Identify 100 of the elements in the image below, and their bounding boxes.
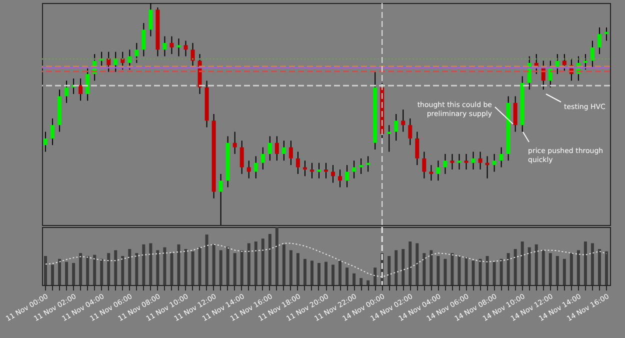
bar <box>79 253 82 285</box>
bar <box>254 242 258 285</box>
bar <box>352 273 356 285</box>
bar <box>366 280 370 285</box>
bar <box>590 243 594 285</box>
candlestick <box>64 80 69 104</box>
bar <box>198 247 202 285</box>
bar <box>478 258 482 285</box>
bar <box>317 262 320 285</box>
bar <box>135 253 138 285</box>
bar <box>506 253 510 285</box>
candlestick <box>50 118 55 146</box>
bar <box>598 249 601 285</box>
candlestick <box>254 156 258 179</box>
bar <box>324 262 328 285</box>
bar <box>486 256 489 285</box>
candlestick <box>260 146 265 170</box>
bar <box>500 258 503 285</box>
bar <box>458 256 461 285</box>
bar <box>542 250 545 285</box>
candlestick <box>597 26 602 55</box>
bar <box>121 256 124 285</box>
candlestick <box>401 109 406 132</box>
candlestick <box>345 164 350 188</box>
bar <box>184 249 188 285</box>
bar <box>128 249 132 285</box>
bar <box>212 244 216 285</box>
candlestick <box>499 146 504 168</box>
candlestick <box>106 51 111 72</box>
bar <box>534 244 538 285</box>
candlestick <box>359 158 364 174</box>
candlestick <box>282 140 286 162</box>
candlestick <box>268 136 272 162</box>
candlestick <box>394 114 398 142</box>
candlestick <box>457 153 462 170</box>
bar <box>310 260 314 285</box>
bar <box>296 253 300 285</box>
bar <box>100 258 104 285</box>
bar <box>65 262 68 285</box>
candlestick <box>218 173 223 226</box>
candlestick <box>134 42 139 64</box>
bar <box>275 227 278 285</box>
candlestick <box>562 54 566 72</box>
bar <box>408 242 412 285</box>
bar <box>464 257 468 285</box>
candlestick <box>590 40 594 68</box>
candlestick <box>513 96 518 132</box>
bar <box>520 242 524 285</box>
bar <box>170 253 174 285</box>
candlestick <box>288 140 293 166</box>
bar <box>191 251 194 285</box>
bar <box>416 243 419 285</box>
bar <box>114 250 118 285</box>
candlestick <box>478 151 482 170</box>
bar <box>388 256 391 285</box>
candlestick <box>148 2 153 37</box>
candlestick <box>443 153 448 174</box>
candlestick <box>296 151 300 174</box>
bar <box>556 256 559 285</box>
bar <box>86 256 90 285</box>
bar <box>58 258 62 285</box>
bar <box>247 243 250 285</box>
bar <box>268 234 272 285</box>
bar <box>332 264 335 285</box>
bar <box>430 250 433 285</box>
bar <box>604 251 608 285</box>
candlestick <box>436 160 440 182</box>
candlestick <box>555 54 560 75</box>
bar <box>584 242 587 285</box>
bar <box>562 258 566 285</box>
candlestick <box>184 40 188 57</box>
bar <box>303 258 306 285</box>
bar <box>346 268 349 285</box>
bar <box>422 253 426 285</box>
bar <box>576 250 580 285</box>
bar <box>472 260 475 285</box>
bar <box>402 249 405 285</box>
bar <box>548 253 552 285</box>
candlestick <box>583 54 588 70</box>
bar <box>142 244 146 285</box>
bar <box>289 250 292 285</box>
bar <box>492 262 496 285</box>
bar <box>444 258 447 285</box>
bar <box>226 246 230 285</box>
bar <box>261 238 264 285</box>
candlestick <box>176 38 181 57</box>
candlestick <box>86 66 90 102</box>
candlestick <box>338 169 342 188</box>
bar <box>282 244 286 285</box>
candlestick <box>232 131 237 154</box>
candlestick <box>408 118 412 146</box>
candlestick <box>246 160 251 179</box>
bar <box>360 278 363 285</box>
candlestick <box>78 78 83 102</box>
candlestick <box>120 51 125 70</box>
candlestick <box>331 164 336 184</box>
candlestick <box>471 151 476 170</box>
bar <box>338 260 342 285</box>
bar <box>44 256 48 285</box>
candlestick <box>415 131 420 166</box>
